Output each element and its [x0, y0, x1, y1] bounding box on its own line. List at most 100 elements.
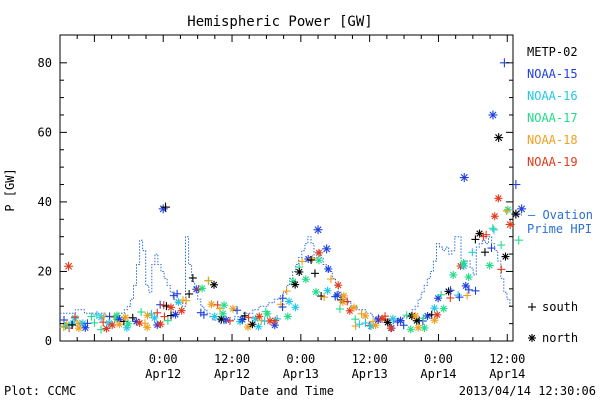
north-marker	[210, 280, 219, 289]
south-marker	[489, 225, 498, 234]
x-tick-label-date: Apr14	[489, 367, 525, 381]
north-marker	[174, 298, 183, 307]
footer-timestamp: 2013/04/14 12:30:06	[459, 384, 596, 398]
south-marker	[463, 291, 472, 300]
x-tick-label-time: 12:00	[214, 352, 250, 366]
south-marker	[240, 311, 249, 320]
north-marker	[124, 319, 133, 328]
legend-entry: METP-02	[527, 45, 578, 59]
y-axis-label: P [GW]	[3, 168, 17, 211]
north-marker	[423, 311, 432, 320]
south-marker	[488, 224, 497, 233]
south-marker	[278, 294, 287, 303]
north-marker	[388, 314, 397, 323]
north-marker	[490, 212, 499, 221]
south-marker	[402, 311, 411, 320]
legend: METP-02 NOAA-15 NOAA-16 NOAA-17 NOAA-18 NOAA-…	[513, 45, 593, 345]
north-marker	[313, 225, 323, 235]
x-tick-label-time: 0:00	[286, 352, 315, 366]
south-marker	[497, 265, 506, 274]
north-marker	[383, 318, 392, 327]
south-marker	[320, 293, 329, 302]
north-marker	[349, 303, 358, 312]
north-marker	[198, 284, 207, 293]
legend-entry: NOAA-17	[527, 111, 578, 125]
south-marker	[153, 308, 162, 317]
south-marker	[233, 306, 242, 315]
south-marker	[137, 307, 146, 316]
legend-ovation-line2: Prime HPI	[527, 222, 592, 236]
north-marker	[314, 256, 323, 265]
north-marker	[449, 270, 458, 279]
north-marker	[501, 252, 510, 261]
south-marker	[468, 248, 477, 257]
plot-area	[59, 34, 527, 342]
y-tick-label: 20	[38, 264, 52, 278]
north-marker	[255, 312, 264, 321]
north-marker	[150, 313, 159, 322]
north-marker	[333, 291, 342, 300]
south-marker	[528, 303, 536, 311]
x-tick-label-time: 0:00	[424, 352, 453, 366]
north-marker	[271, 316, 280, 325]
north-marker	[171, 310, 180, 319]
south-marker	[128, 313, 137, 322]
ovation-hpi-line	[60, 236, 513, 325]
north-marker	[494, 194, 503, 203]
north-marker	[444, 287, 453, 296]
south-marker	[105, 312, 114, 321]
x-tick-label-date: Apr14	[420, 367, 456, 381]
south-marker	[355, 320, 364, 329]
x-tick-label-time: 0:00	[149, 352, 178, 366]
north-marker	[243, 322, 252, 331]
north-marker	[386, 324, 395, 333]
x-tick-label-date: Apr12	[214, 367, 250, 381]
south-marker	[399, 321, 408, 330]
south-marker	[182, 296, 191, 305]
south-marker	[343, 297, 352, 306]
south-marker	[308, 254, 317, 263]
south-marker	[514, 235, 524, 245]
x-tick-label-date: Apr13	[352, 367, 388, 381]
north-marker	[115, 320, 124, 329]
south-marker	[282, 287, 291, 296]
south-marker	[310, 269, 319, 278]
north-marker	[322, 244, 332, 254]
north-marker	[304, 254, 313, 263]
north-marker	[64, 261, 74, 271]
north-marker	[439, 304, 448, 313]
south-marker	[273, 314, 282, 323]
south-marker	[83, 319, 92, 328]
x-axis: 0:00Apr1212:00Apr120:00Apr1312:00Apr130:…	[59, 35, 525, 381]
south-marker	[204, 276, 213, 285]
south-marker	[326, 275, 335, 284]
north-marker	[285, 297, 294, 306]
y-tick-label: 0	[45, 334, 52, 348]
south-marker	[90, 318, 99, 327]
south-marker	[307, 255, 316, 264]
south-marker	[482, 230, 491, 239]
x-tick-label-time: 12:00	[352, 352, 388, 366]
north-marker	[291, 303, 300, 312]
north-marker	[81, 323, 90, 332]
south-marker	[446, 286, 455, 295]
north-marker	[433, 310, 442, 319]
y-tick-label: 80	[38, 56, 52, 70]
south-marker	[163, 316, 172, 325]
south-marker	[173, 289, 182, 298]
north-marker	[406, 325, 415, 334]
north-marker	[301, 275, 310, 284]
north-marker	[505, 220, 515, 230]
south-marker	[298, 257, 307, 266]
chart-title: Hemispheric Power [GW]	[187, 14, 372, 30]
north-marker	[295, 267, 304, 276]
north-marker	[488, 110, 498, 120]
north-marker	[314, 248, 323, 257]
legend-entry: NOAA-15	[527, 67, 578, 81]
north-marker	[528, 334, 536, 342]
south-marker	[225, 316, 234, 325]
plot-frame	[59, 34, 514, 342]
south-marker	[455, 293, 464, 302]
north-marker	[283, 312, 292, 321]
north-marker	[485, 261, 494, 270]
